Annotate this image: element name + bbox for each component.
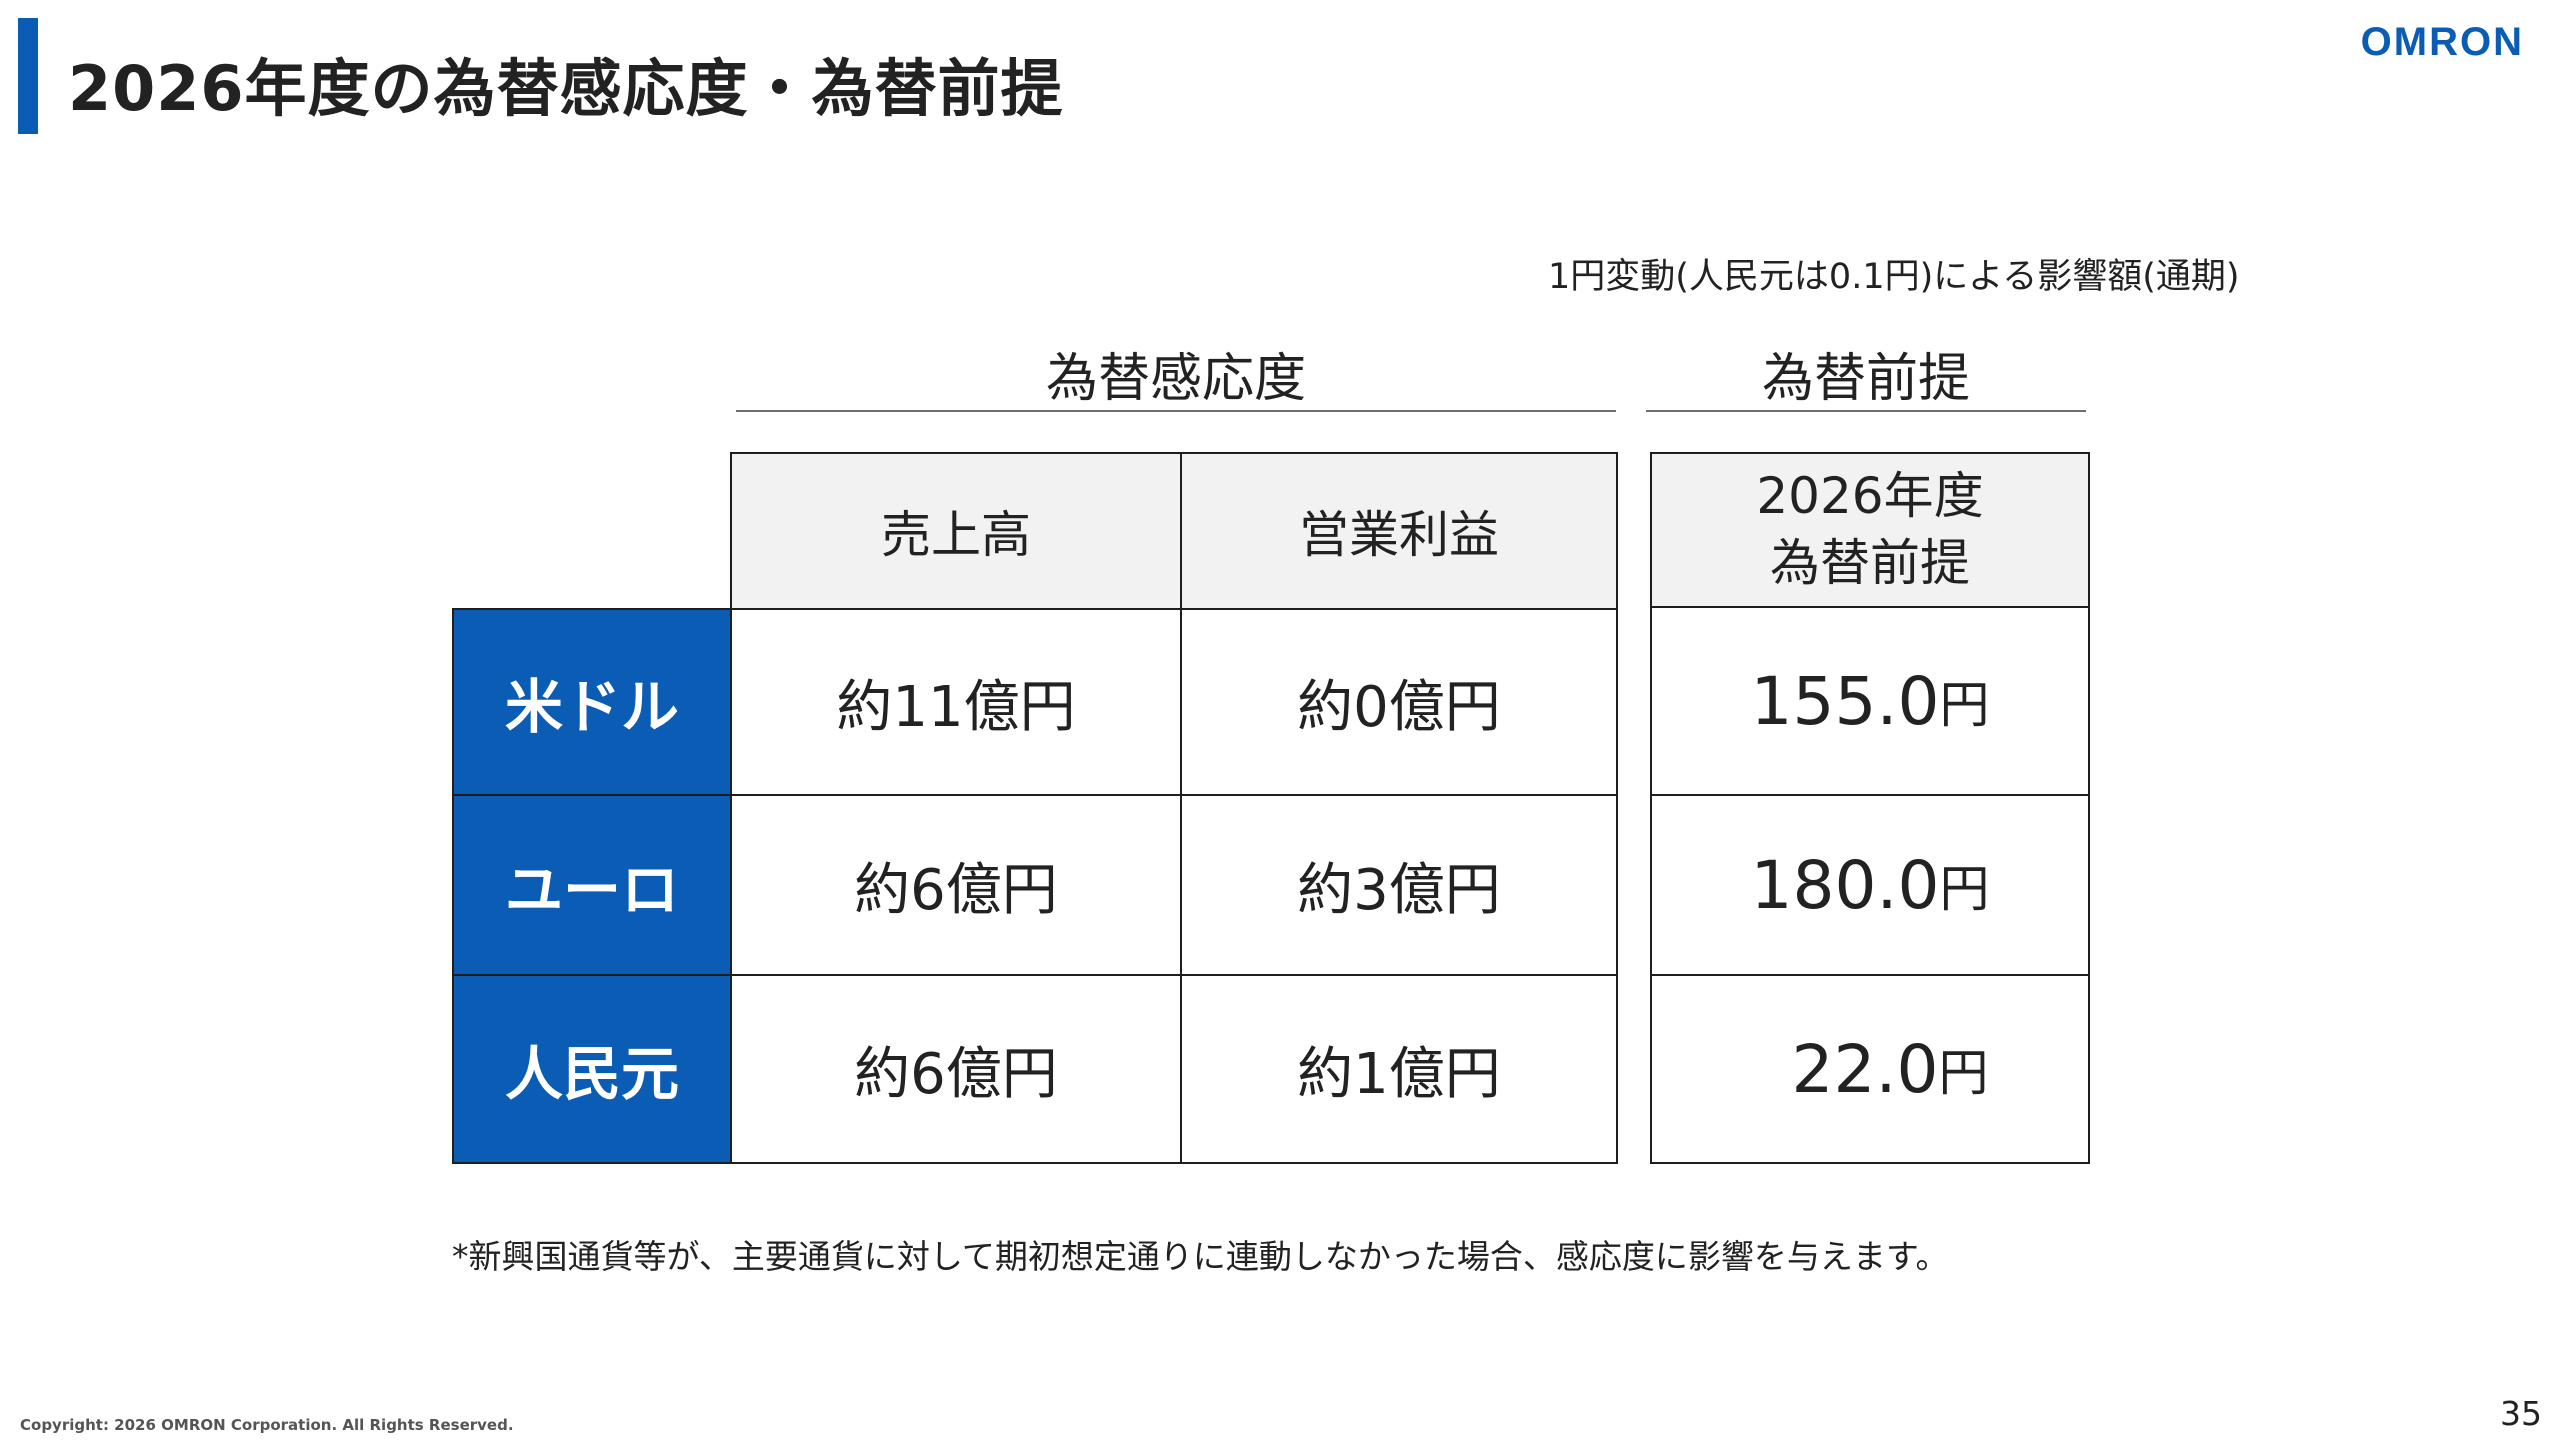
page-title: 2026年度の為替感応度・為替前提 [68, 52, 1064, 125]
cell-eur-operating-income: 約3億円 [1180, 794, 1618, 976]
cell-usd-rate-value: 155.0 [1750, 662, 1940, 740]
row-label-eur: ユーロ [452, 794, 732, 976]
cell-cny-sales-value: 約6億円 [854, 1041, 1058, 1107]
title-accent-bar [18, 18, 38, 134]
cell-eur-sales-value: 約6億円 [854, 857, 1058, 923]
page-number: 35 [2500, 1394, 2542, 1433]
row-label-cny: 人民元 [452, 974, 732, 1164]
cell-cny-rate: 22.0 円 [1650, 974, 2090, 1164]
copyright: Copyright: 2026 OMRON Corporation. All R… [20, 1416, 514, 1434]
cell-eur-rate-unit: 円 [1939, 860, 1990, 918]
cell-cny-rate-unit: 円 [1938, 1044, 1989, 1102]
sensitivity-group-header: 為替感応度 [1045, 349, 1306, 409]
row-label-eur-text: ユーロ [504, 856, 679, 924]
cell-eur-rate-value: 180.0 [1750, 846, 1940, 924]
column-header-operating-income: 営業利益 [1180, 452, 1618, 610]
cell-usd-rate-unit: 円 [1939, 676, 1990, 734]
sensitivity-group-underline [736, 410, 1616, 412]
cell-usd-operating-income: 約0億円 [1180, 608, 1618, 796]
column-header-sales-label: 売上高 [881, 506, 1031, 564]
cell-cny-operating-income-value: 約1億円 [1297, 1041, 1501, 1107]
column-header-sales: 売上高 [730, 452, 1182, 610]
row-label-cny-text: 人民元 [504, 1040, 679, 1108]
cell-eur-rate: 180.0 円 [1650, 794, 2090, 976]
cell-usd-sales: 約11億円 [730, 608, 1182, 796]
cell-cny-operating-income: 約1億円 [1180, 974, 1618, 1164]
column-header-assumption-year: 2026年度 [1756, 466, 1984, 525]
footnote: *新興国通貨等が、主要通貨に対して期初想定通りに連動しなかった場合、感応度に影響… [452, 1237, 1949, 1276]
cell-usd-sales-value: 約11億円 [836, 674, 1076, 740]
column-header-assumption: 2026年度 為替前提 [1650, 452, 2090, 608]
assumption-group-header: 為替前提 [1761, 349, 1970, 409]
cell-usd-rate: 155.0 円 [1650, 606, 2090, 796]
column-header-assumption-label: 為替前提 [1770, 534, 1970, 592]
column-header-operating-income-label: 営業利益 [1299, 506, 1499, 564]
row-label-usd: 米ドル [452, 608, 732, 796]
cell-usd-operating-income-value: 約0億円 [1297, 674, 1501, 740]
assumption-group-underline [1646, 410, 2086, 412]
cell-eur-operating-income-value: 約3億円 [1297, 857, 1501, 923]
row-label-usd-text: 米ドル [504, 673, 679, 741]
omron-logo: OMRON [2360, 20, 2524, 64]
cell-cny-rate-value: 22.0 [1791, 1030, 1939, 1108]
cell-eur-sales: 約6億円 [730, 794, 1182, 976]
table-caption: 1円変動(人民元は0.1円)による影響額(通期) [1548, 257, 2240, 297]
cell-cny-sales: 約6億円 [730, 974, 1182, 1164]
